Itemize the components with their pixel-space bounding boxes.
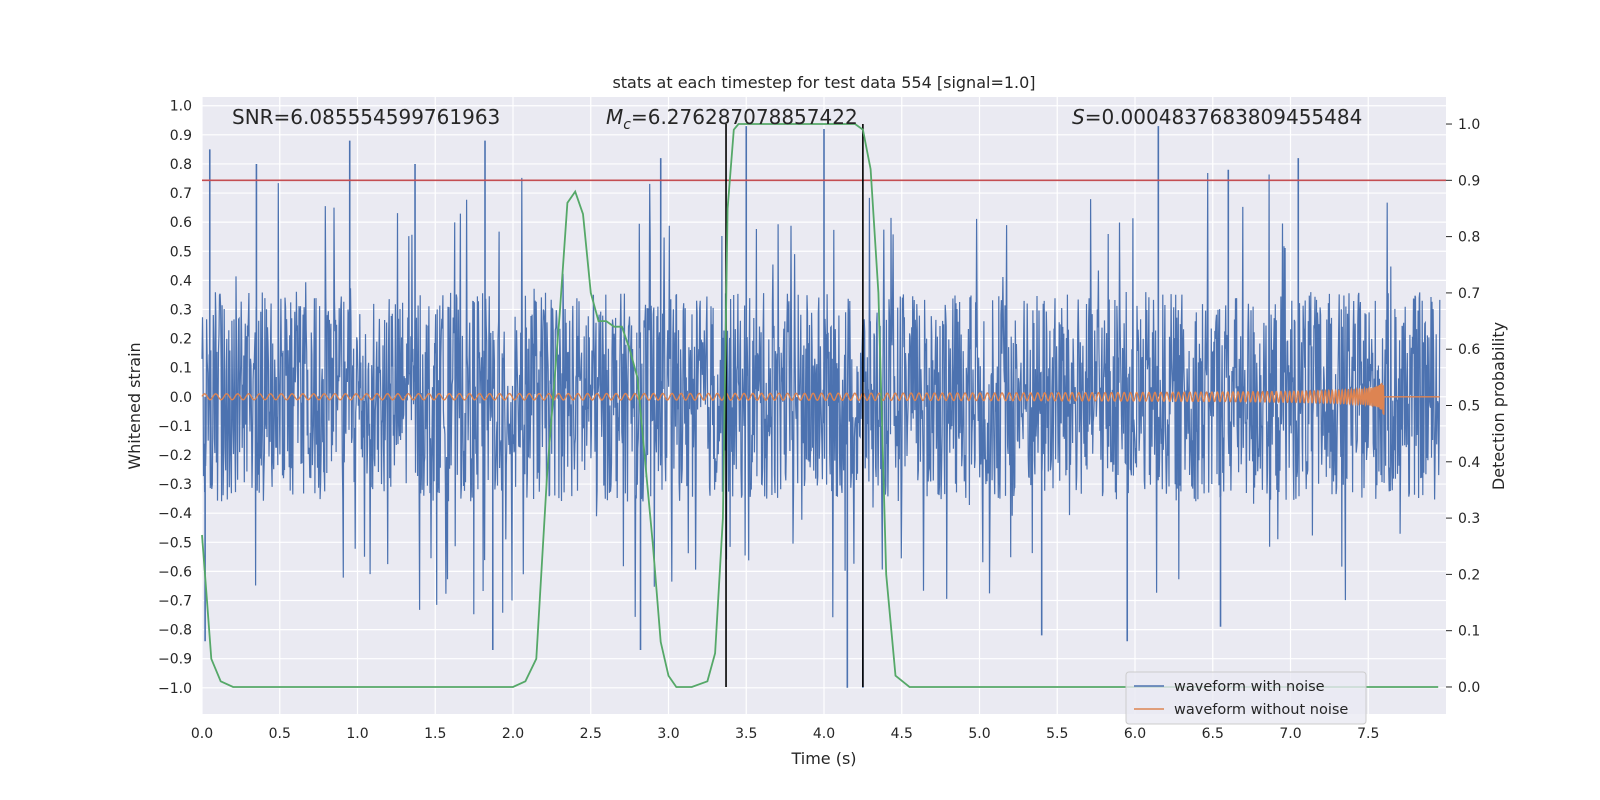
x-tick-label: 7.0 (1279, 726, 1301, 742)
y-tick-label: 0.6 (170, 215, 192, 231)
y-tick-label: −0.2 (158, 448, 192, 464)
y2-tick-label: 0.0 (1458, 680, 1480, 696)
y-tick-label: −0.4 (158, 506, 192, 522)
legend-label-clean: waveform without noise (1174, 702, 1348, 718)
y-tick-label: −0.5 (158, 535, 192, 551)
x-tick-label: 1.0 (346, 726, 368, 742)
y2-tick-label: 0.2 (1458, 567, 1480, 583)
x-tick-label: 4.0 (813, 726, 835, 742)
x-tick-label: 2.0 (502, 726, 524, 742)
annotation-s: S=0.0004837683809455484 (1072, 105, 1362, 129)
x-tick-label: 0.0 (191, 726, 213, 742)
chart-title: stats at each timestep for test data 554… (612, 73, 1035, 92)
y-tick-label: −0.8 (158, 623, 192, 639)
x-tick-label: 0.5 (269, 726, 291, 742)
y-tick-label: 0.0 (170, 390, 192, 406)
y-tick-label: 0.7 (170, 186, 192, 202)
annotation-snr: SNR=6.085554599761963 (232, 105, 500, 129)
axes-layer: 0.0 0.5 1.0 1.5 2.0 2.5 3.0 3.5 4.0 4.5 5.0 5.5 6.0 6… (158, 99, 1480, 742)
y-tick-label: 0.5 (170, 244, 192, 260)
y2-tick-label: 0.3 (1458, 511, 1480, 527)
legend: waveform with noise waveform without noi… (1125, 671, 1367, 725)
y2-tick-label: 0.8 (1458, 230, 1480, 246)
x-tick-label: 5.0 (968, 726, 990, 742)
y2-axis-label: Detection probability (1489, 322, 1508, 490)
x-tick-label: 6.5 (1202, 726, 1224, 742)
y-tick-label: 1.0 (170, 99, 192, 115)
x-tick-label: 4.5 (891, 726, 913, 742)
x-tick-label: 3.0 (657, 726, 679, 742)
y2-tick-label: 0.1 (1458, 624, 1480, 640)
y-tick-label: 0.8 (170, 157, 192, 173)
x-tick-label: 5.5 (1046, 726, 1068, 742)
y-tick-label: −1.0 (158, 681, 192, 697)
y-tick-label: −0.6 (158, 564, 192, 580)
y2-tick-label: 0.7 (1458, 286, 1480, 302)
y-tick-label: −0.7 (158, 593, 192, 609)
x-tick-label: 1.5 (424, 726, 446, 742)
overlay-layer (201, 123, 1446, 688)
y-tick-label: −0.3 (158, 477, 192, 493)
x-axis-label: Time (s) (790, 749, 856, 768)
x-tick-label: 6.0 (1124, 726, 1146, 742)
mc-symbol: M (606, 105, 623, 129)
clean-series-layer (201, 382, 1440, 415)
x-tick-label: 2.5 (580, 726, 602, 742)
s-symbol: S (1072, 105, 1085, 129)
annotation-chirp-mass: Mc=6.276287078857422 (606, 105, 858, 133)
y2-tick-label: 0.5 (1458, 399, 1480, 415)
noise-waveform-line (201, 172, 1441, 618)
legend-label-noise: waveform with noise (1174, 679, 1325, 695)
mc-subscript: c (623, 117, 631, 133)
y2-tick-label: 0.6 (1458, 342, 1480, 358)
y2-tick-label: 0.9 (1458, 173, 1480, 189)
y2-tick-label: 1.0 (1458, 117, 1480, 133)
mc-value: =6.276287078857422 (631, 105, 858, 129)
y-tick-label: 0.4 (170, 273, 192, 289)
x-tick-label: 3.5 (735, 726, 757, 742)
detection-probability-line (201, 123, 1439, 688)
y2-tick-label: 0.4 (1458, 455, 1480, 471)
legend-box (1125, 671, 1367, 725)
y-tick-label: −0.1 (158, 419, 192, 435)
y-tick-label: 0.9 (170, 128, 192, 144)
y-tick-label: 0.2 (170, 332, 192, 348)
y-tick-label: 0.3 (170, 302, 192, 318)
y-axis-label: Whitened strain (125, 342, 144, 469)
y-tick-label: 0.1 (170, 361, 192, 377)
clean-waveform-line (201, 382, 1440, 415)
s-value: =0.0004837683809455484 (1085, 105, 1363, 129)
y-tick-label: −0.9 (158, 652, 192, 668)
x-tick-label: 7.5 (1357, 726, 1379, 742)
